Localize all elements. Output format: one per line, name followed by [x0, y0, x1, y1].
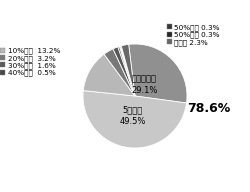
Wedge shape — [104, 49, 135, 96]
Wedge shape — [113, 47, 135, 96]
Text: ほぼいない
29.1%: ほぼいない 29.1% — [131, 74, 158, 95]
Wedge shape — [83, 91, 186, 148]
Legend: 10%未満  13.2%, 20%未満  3.2%, 30%未満  1.6%, 40%未満  0.5%: 10%未満 13.2%, 20%未満 3.2%, 30%未満 1.6%, 40%… — [0, 48, 60, 76]
Text: 5％未満
49.5%: 5％未満 49.5% — [119, 106, 146, 126]
Wedge shape — [129, 44, 187, 103]
Wedge shape — [121, 44, 135, 96]
Wedge shape — [118, 46, 135, 96]
Wedge shape — [120, 46, 135, 96]
Wedge shape — [120, 46, 135, 96]
Wedge shape — [83, 54, 135, 96]
Text: 78.6%: 78.6% — [187, 103, 230, 116]
